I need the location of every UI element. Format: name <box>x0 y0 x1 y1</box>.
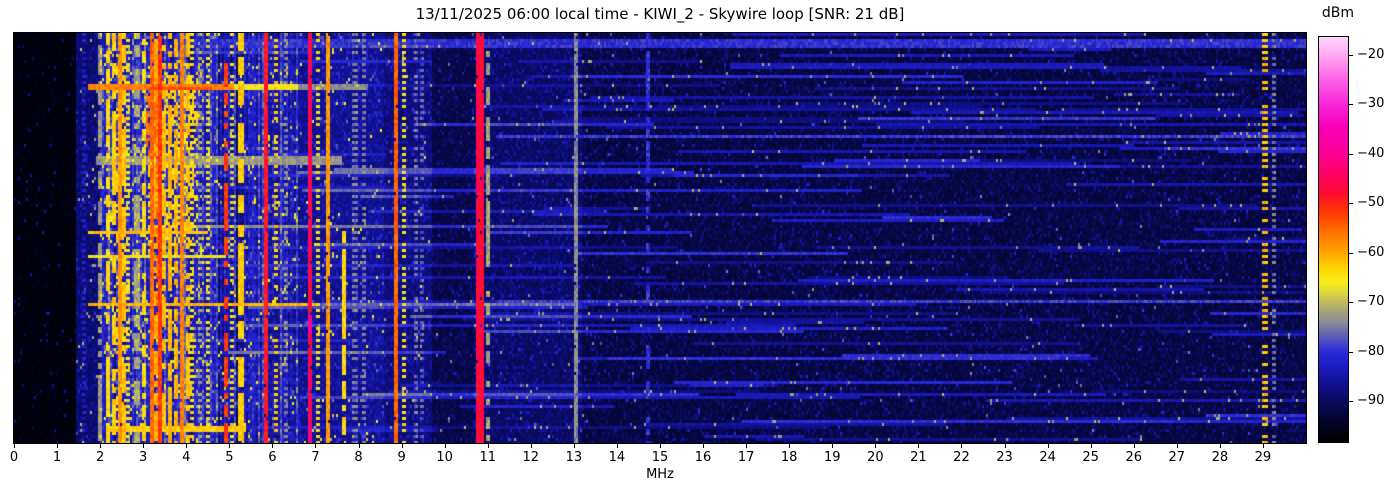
x-tick <box>100 444 102 448</box>
x-tick <box>487 444 489 448</box>
x-tick <box>1219 444 1221 448</box>
x-tick-label: 24 <box>1039 450 1056 465</box>
colorbar-tick-label: −80 <box>1357 343 1385 359</box>
x-tick-label: 17 <box>737 450 755 465</box>
x-tick-label: 18 <box>780 450 798 465</box>
x-tick <box>444 444 446 448</box>
x-tick-label: 13 <box>565 450 583 465</box>
colorbar <box>1318 36 1349 443</box>
x-tick <box>1047 444 1049 448</box>
colorbar-tick-label: −60 <box>1357 244 1385 260</box>
x-tick-label: 16 <box>694 450 712 465</box>
colorbar-tick-label: −50 <box>1357 195 1385 211</box>
x-tick <box>918 444 920 448</box>
chart-title: 13/11/2025 06:00 local time - KIWI_2 - S… <box>415 5 905 23</box>
x-tick <box>961 444 963 448</box>
x-tick <box>1176 444 1178 448</box>
x-tick-label: 11 <box>479 450 496 465</box>
colorbar-tick-label: −30 <box>1357 96 1385 112</box>
x-tick <box>746 444 748 448</box>
colorbar-tick <box>1349 302 1353 304</box>
x-tick <box>57 444 59 448</box>
x-tick <box>573 444 575 448</box>
x-tick-label: 26 <box>1125 450 1142 465</box>
x-tick-label: 0 <box>9 450 19 465</box>
x-tick-label: 27 <box>1168 450 1186 465</box>
x-tick-label: 3 <box>139 450 148 465</box>
x-tick-label: 19 <box>823 450 841 465</box>
x-tick-label: 15 <box>651 450 669 465</box>
x-tick <box>14 444 15 448</box>
x-tick <box>1262 444 1264 448</box>
x-tick <box>1133 444 1135 448</box>
x-tick-label: 7 <box>311 450 320 465</box>
x-tick <box>660 444 661 448</box>
x-tick-label: 2 <box>95 450 105 465</box>
x-tick <box>530 444 532 448</box>
x-tick-label: 14 <box>608 450 626 465</box>
colorbar-tick-label: −40 <box>1357 145 1385 161</box>
x-axis-label: MHz <box>646 467 674 482</box>
x-tick-label: 28 <box>1211 450 1229 465</box>
spectrogram-plot <box>13 32 1307 444</box>
x-tick <box>703 444 705 448</box>
x-tick <box>401 444 403 448</box>
x-tick-label: 4 <box>182 450 191 465</box>
spectrogram-canvas <box>14 33 1306 443</box>
x-tick-label: 25 <box>1082 450 1099 465</box>
x-tick-label: 8 <box>354 450 363 465</box>
x-tick <box>875 444 877 448</box>
colorbar-tick <box>1349 351 1353 353</box>
colorbar-tick <box>1349 153 1353 155</box>
x-tick-label: 10 <box>436 450 453 465</box>
x-tick-label: 20 <box>867 450 884 465</box>
x-tick <box>1004 444 1006 448</box>
x-tick <box>789 444 791 448</box>
x-tick-label: 21 <box>910 450 927 465</box>
x-tick-label: 12 <box>522 450 540 465</box>
x-tick-label: 23 <box>996 450 1013 465</box>
colorbar-tick <box>1349 252 1353 254</box>
x-tick <box>358 444 360 448</box>
x-tick-label: 1 <box>52 450 62 465</box>
x-tick-label: 5 <box>225 450 234 465</box>
colorbar-tick <box>1349 54 1353 56</box>
colorbar-canvas <box>1319 37 1348 442</box>
colorbar-tick-label: −90 <box>1357 393 1385 409</box>
x-tick-label: 29 <box>1254 450 1272 465</box>
colorbar-title: dBm <box>1321 5 1355 21</box>
x-tick-label: 22 <box>953 450 970 465</box>
colorbar-tick <box>1349 203 1353 205</box>
colorbar-tick <box>1349 104 1353 106</box>
colorbar-tick <box>1349 401 1353 403</box>
x-tick <box>229 444 231 448</box>
x-tick-label: 6 <box>268 450 277 465</box>
x-tick <box>616 444 618 448</box>
x-tick <box>143 444 145 448</box>
colorbar-tick-label: −20 <box>1357 46 1385 62</box>
x-tick <box>1090 444 1092 448</box>
colorbar-tick-label: −70 <box>1357 294 1385 310</box>
x-tick-label: 9 <box>397 450 406 465</box>
x-tick <box>186 444 188 448</box>
x-tick <box>832 444 834 448</box>
x-tick <box>272 444 274 448</box>
x-tick <box>315 444 317 448</box>
